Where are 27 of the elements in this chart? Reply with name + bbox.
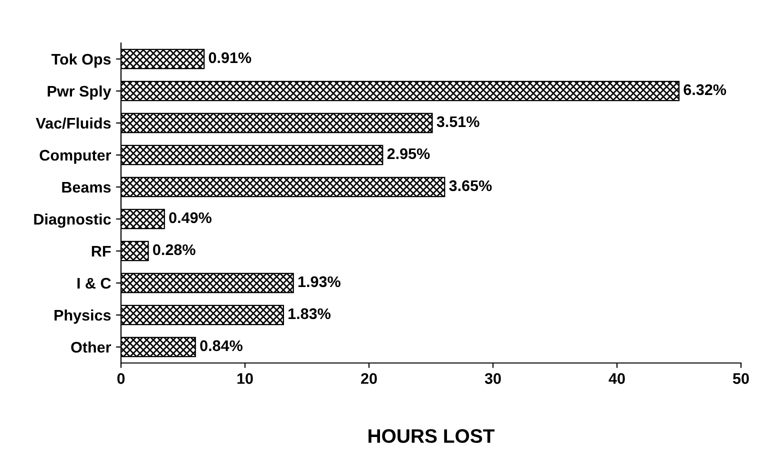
y-tick-label: Computer [40, 150, 112, 164]
x-tick-label: 0 [117, 373, 125, 384]
annotation: 3.65% [449, 180, 492, 192]
x-tick-label: 30 [484, 373, 501, 384]
x-tick-label: 10 [237, 373, 253, 384]
annotation: 1.83% [288, 308, 331, 320]
y-tick-label: I & C [78, 278, 111, 289]
y-tick-label: Physics [54, 309, 111, 324]
y-tick-label: RF [92, 246, 111, 257]
annotation: 2.95% [387, 148, 430, 160]
annotation: 1.93% [298, 276, 340, 288]
x-tick-label: 40 [608, 373, 625, 384]
y-tick-label: Beams [62, 182, 111, 193]
annotation: 0.91% [208, 52, 252, 64]
y-tick-label: Tok Ops [51, 53, 111, 68]
y-tick-label: Other [71, 341, 112, 353]
x-tick-label: 20 [361, 373, 377, 384]
annotation: 3.51% [436, 116, 480, 128]
y-tick-label: Diagnostic [34, 213, 111, 228]
annotation: 0.49% [169, 212, 212, 224]
x-axis-title: HOURS LOST [368, 429, 495, 443]
x-tick-label: 50 [732, 373, 749, 384]
annotation: 0.28% [153, 244, 196, 256]
y-tick-label: Pwr Sply [48, 85, 112, 100]
annotation: 0.84% [200, 340, 242, 352]
annotation: 6.32% [684, 84, 726, 96]
y-tick-label: Vac/Fluids [36, 117, 111, 129]
